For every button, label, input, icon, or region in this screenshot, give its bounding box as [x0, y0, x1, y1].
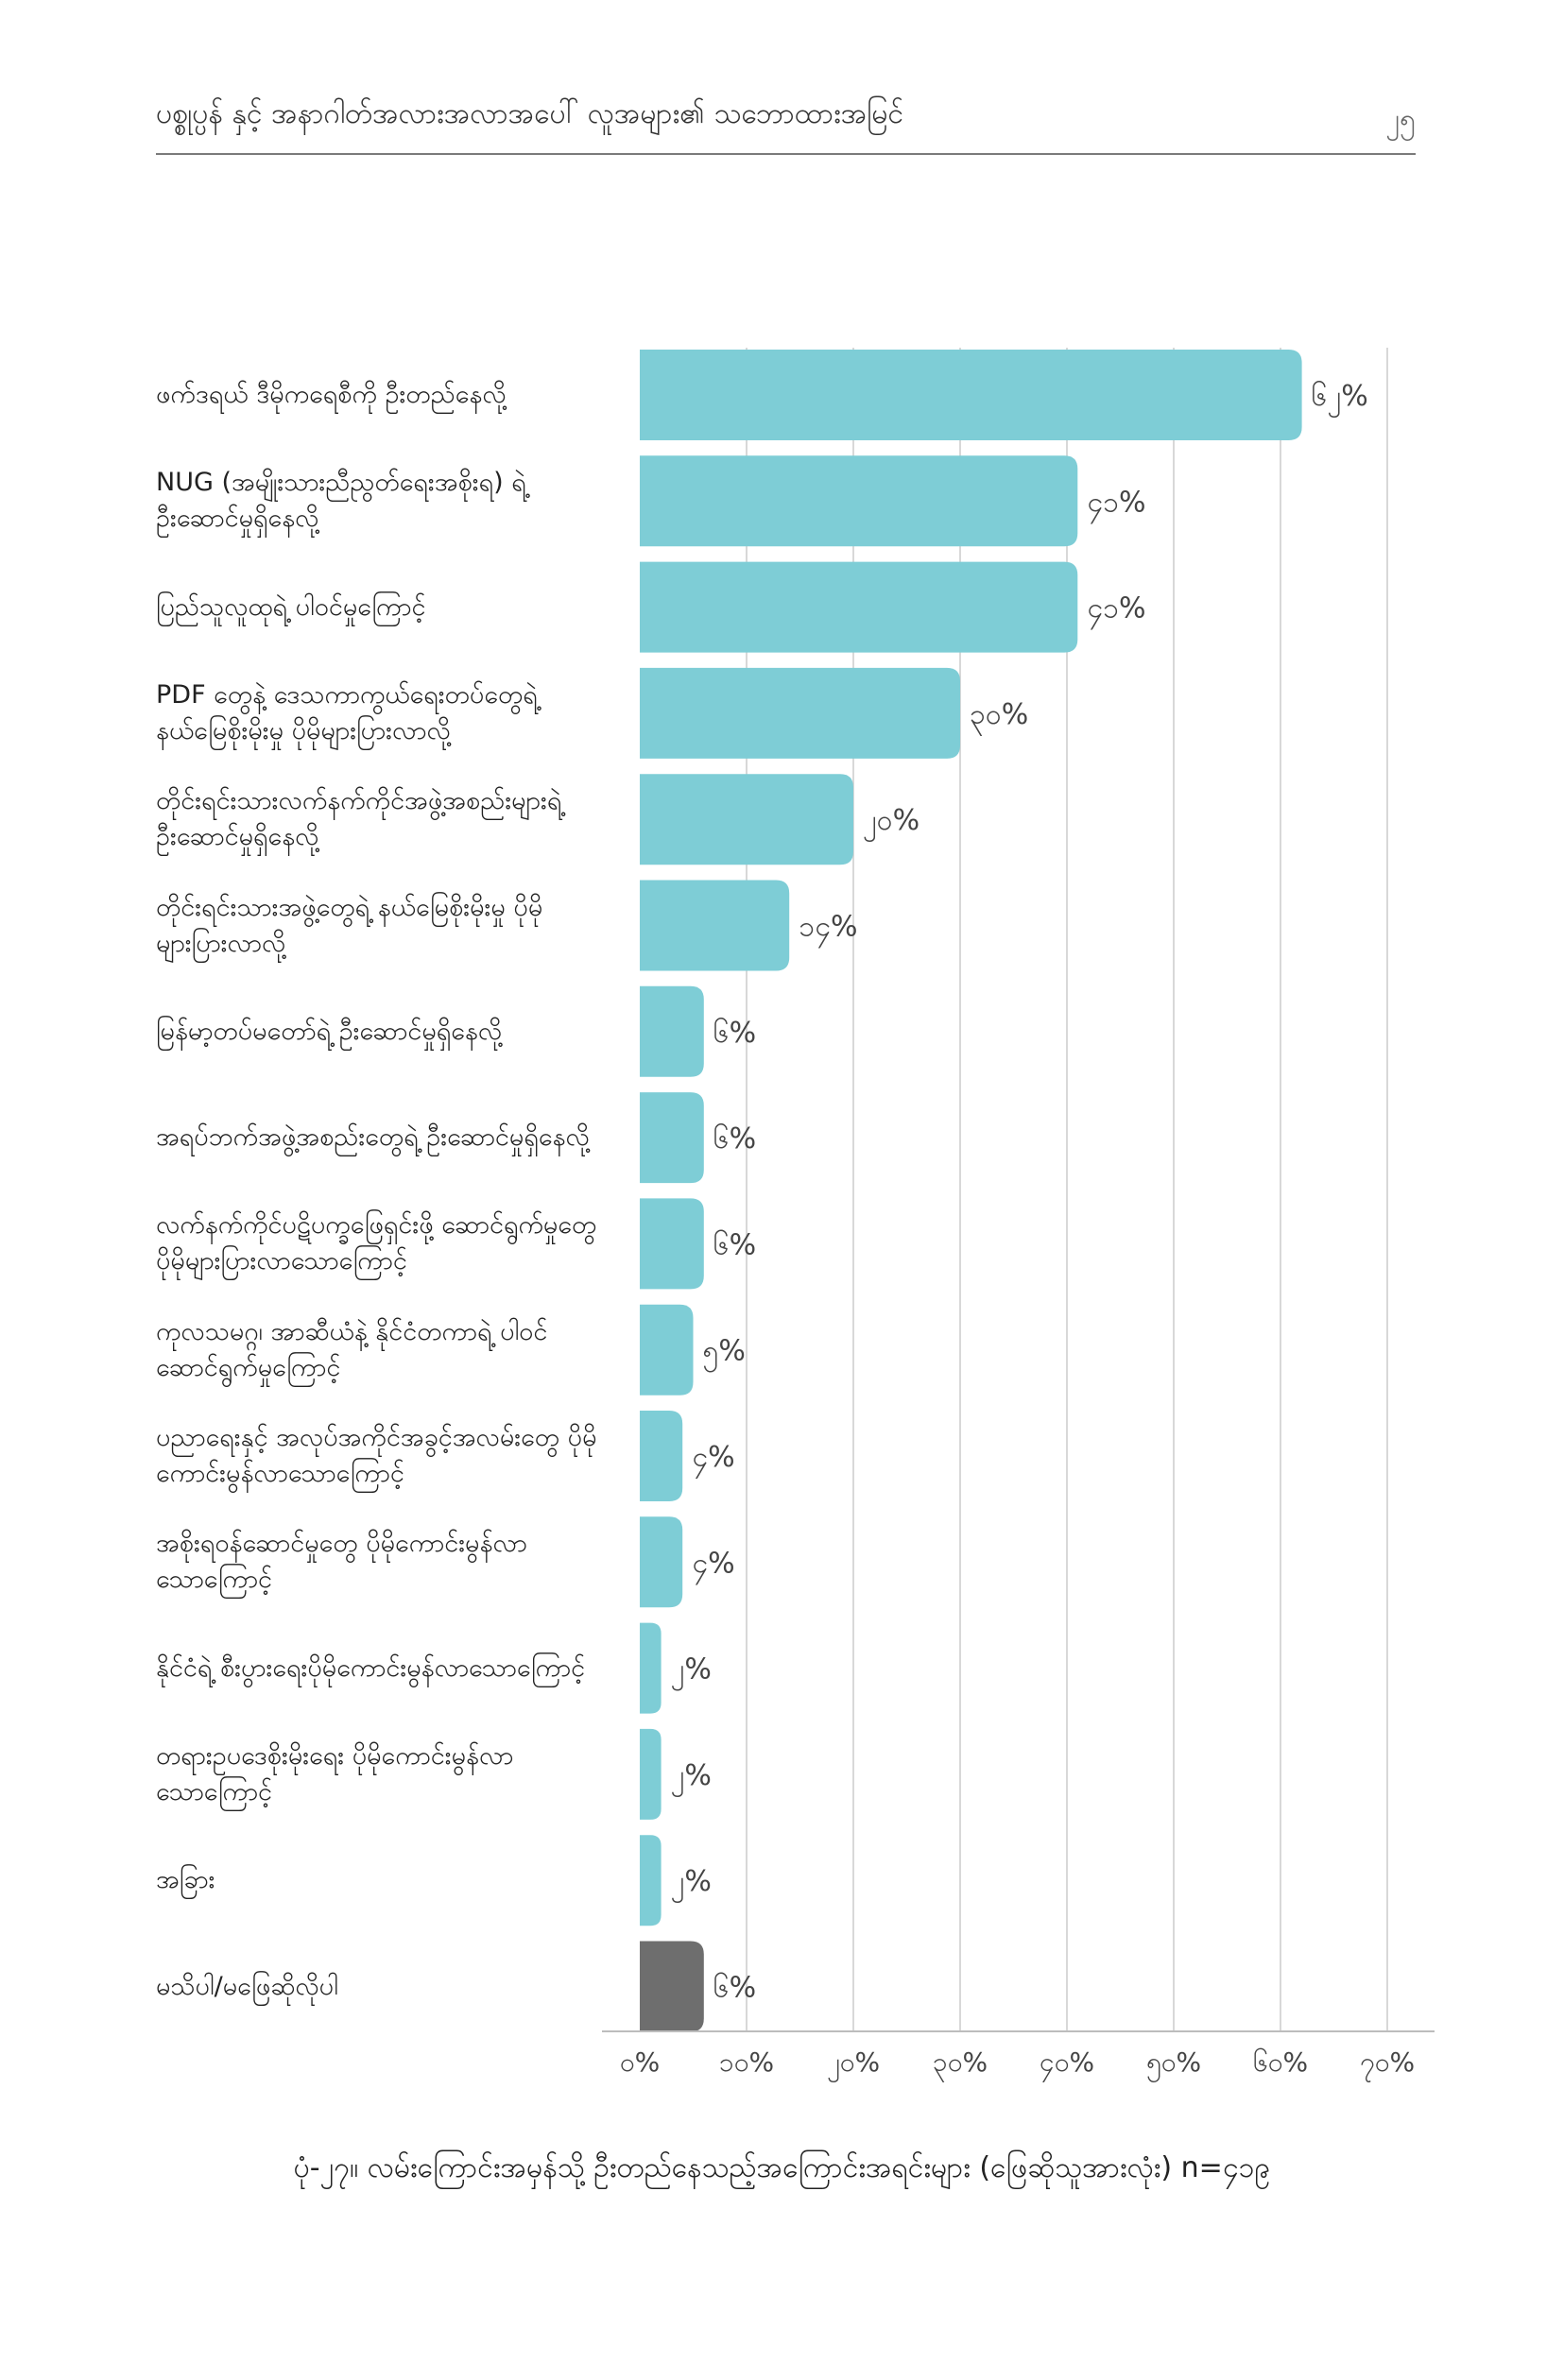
bar-value-label: ၄၁%: [1087, 486, 1145, 524]
category-label: ဖက်ဒရယ် ဒီမိုကရေစီကို ဦးတည်နေလို့: [156, 380, 507, 409]
x-tick-label: ၃၀%: [933, 2046, 988, 2083]
header-divider: [156, 153, 1416, 155]
bar-value-label: ၄%: [692, 1547, 734, 1585]
bar-value-label: ၂%: [671, 1865, 712, 1904]
bar-value-label: ၄၁%: [1087, 592, 1145, 631]
bar: [640, 774, 853, 865]
bar-value-label: ၂%: [671, 1653, 712, 1692]
bar-value-label: ၆%: [713, 1971, 756, 2005]
category-label: အစိုးရဝန်ဆောင်မှုတွေ ပိုမိုကောင်းမွန်လာသ…: [156, 1529, 527, 1595]
page-number: ၂၅: [1385, 103, 1416, 136]
category-label: အခြား: [156, 1865, 215, 1895]
bar: [640, 1835, 662, 1926]
bar: [640, 880, 790, 971]
bar: [640, 667, 960, 759]
category-label: ပညာရေးနှင့် အလုပ်အကိုင်အခွင့်အလမ်းတွေ ပိ…: [156, 1423, 597, 1488]
bar: [640, 1622, 662, 1714]
bar-value-label: ၆%: [713, 1122, 756, 1156]
category-label: ပြည်သူလူထုရဲ့ ပါဝင်မှုကြောင့်: [156, 591, 426, 622]
bar: [640, 985, 704, 1077]
x-tick-label: ၄၀%: [1040, 2046, 1094, 2083]
category-label: လက်နက်ကိုင်ပဋိပက္ခဖြေရှင်းဖို့ ဆောင်ရွက်…: [156, 1210, 597, 1276]
category-label: NUG (အမျိုးသားညီညွတ်ရေးအစိုးရ) ရဲ့ ဦးဆော…: [156, 468, 526, 534]
bar-value-label: ၄%: [692, 1441, 734, 1480]
figure-caption: ပုံ-၂၇။ လမ်းကြောင်းအမှန်သို့ ဦးတည်နေသည့်…: [293, 2151, 1271, 2184]
bar: [640, 1092, 704, 1184]
bar-value-label: ၆%: [713, 1016, 756, 1050]
bar-value-label: ၅%: [703, 1335, 746, 1374]
category-label: တိုင်းရင်းသားအဖွဲ့တွေရဲ့ နယ်မြေစိုးမိုးမ…: [156, 892, 543, 958]
x-tick-label: ၂၀%: [827, 2046, 880, 2083]
bar: [640, 1516, 683, 1608]
bar-value-label: ၁၄%: [799, 911, 857, 950]
x-tick-label: ၇၀%: [1360, 2046, 1415, 2083]
category-label: မြန်မာ့တပ်မတော်ရဲ့ ဦးဆောင်မှုရှိနေလို့: [156, 1016, 503, 1046]
bar-value-label: ၆၂%: [1312, 379, 1368, 419]
bar: [640, 350, 1302, 440]
category-label: မသိပါ/မဖြေဆိုလိုပါ: [156, 1971, 338, 2001]
x-tick-label: ၀%: [620, 2046, 660, 2078]
x-tick-label: ၁၀%: [719, 2046, 774, 2078]
bar-value-label: ၂၀%: [863, 804, 919, 843]
category-label: နိုင်ငံရဲ့ စီးပွားရေးပိုမိုကောင်းမွန်လာသ…: [156, 1652, 586, 1683]
bar-value-label: ၆%: [713, 1227, 756, 1261]
category-label: PDF တွေနဲ့ ဒေသကာကွယ်ရေးတပ်တွေရဲ့ နယ်မြေစ…: [156, 679, 538, 745]
bar-value-label: ၃၀%: [970, 698, 1028, 737]
bar: [640, 1411, 683, 1501]
category-label: အရပ်ဘက်အဖွဲ့အစည်းတွေရဲ့ ဦးဆောင်မှုရှိနေလ…: [156, 1122, 590, 1153]
bar: [640, 1304, 694, 1395]
bar: [640, 1941, 704, 2032]
category-label: တရားဥပဒေစိုးမိုးရေး ပိုမိုကောင်းမွန်လာသေ…: [156, 1740, 514, 1806]
x-tick-label: ၅၀%: [1146, 2046, 1201, 2083]
category-label: ကုလသမဂ္ဂ၊ အာဆီယံနဲ့ နိုင်ငံတကာရဲ့ ပါဝင်ဆ…: [156, 1316, 548, 1382]
bar: [640, 455, 1078, 547]
x-tick-label: ၆၀%: [1253, 2046, 1308, 2078]
page-header-title: ပစ္စုပ္ပန် နှင့် အနာဂါတ်အလားအလာအပေါ် လူအ…: [156, 97, 904, 130]
bar: [640, 1728, 662, 1820]
bar: [640, 1198, 704, 1290]
bar: [640, 561, 1078, 653]
category-label: တိုင်းရင်းသားလက်နက်ကိုင်အဖွဲ့အစည်းများရဲ…: [156, 786, 562, 852]
bar-value-label: ၂%: [671, 1759, 712, 1798]
